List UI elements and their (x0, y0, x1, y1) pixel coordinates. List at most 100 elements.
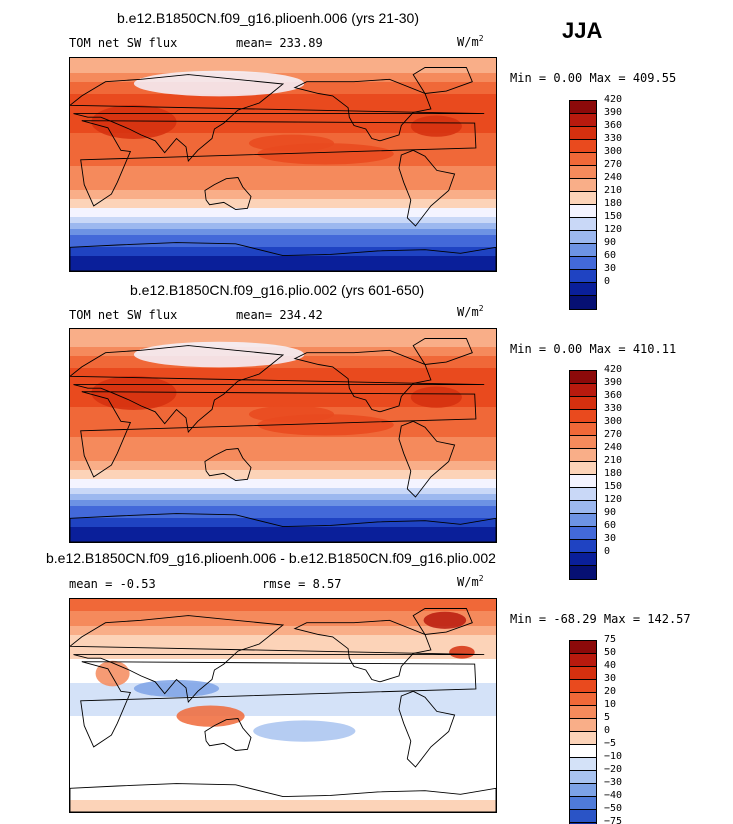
colorbar-cell (570, 257, 596, 270)
field-band (70, 100, 496, 104)
coastline (70, 513, 496, 542)
colorbar-label: 60 (604, 250, 617, 261)
field-band (70, 746, 496, 750)
field-band (70, 338, 496, 342)
colorbar-cell (570, 654, 596, 667)
field-band (70, 190, 496, 194)
field-band (70, 686, 496, 690)
coastline (398, 420, 456, 498)
colorbar-label: −50 (604, 803, 623, 814)
colorbar-label: 0 (604, 276, 611, 287)
field-band (70, 461, 496, 465)
colorbar-cell (570, 244, 596, 257)
colorbar-cell (570, 101, 596, 114)
colorbar-cell (570, 680, 596, 693)
coastline (70, 345, 485, 434)
field-band (70, 169, 496, 173)
field-band (70, 497, 496, 501)
field-band (70, 755, 496, 759)
colorbar-cell (570, 371, 596, 384)
field-band (70, 665, 496, 669)
field-band (70, 509, 496, 513)
colorbar-label: 10 (604, 699, 617, 710)
field-band (70, 476, 496, 480)
field-band (70, 533, 496, 537)
coastline (70, 242, 496, 271)
field-patch (133, 679, 220, 697)
field-band (70, 749, 496, 753)
field-band (70, 332, 496, 336)
colorbar-cell (570, 784, 596, 797)
colorbar-cell (570, 810, 596, 823)
colorbar-label: 330 (604, 133, 623, 144)
colorbar-cell (570, 218, 596, 231)
field-band (70, 220, 496, 224)
colorbar-label: 390 (604, 107, 623, 118)
field-band (70, 647, 496, 651)
field-band (70, 268, 496, 271)
colorbar-label: 390 (604, 377, 623, 388)
panel2-units: W/m2 (457, 304, 484, 319)
field-band (70, 371, 496, 375)
colorbar-label: 420 (604, 364, 623, 375)
field-band (70, 401, 496, 405)
colorbar-label: 90 (604, 237, 617, 248)
panel3-title: b.e12.B1850CN.f09_g16.plioenh.006 - b.e1… (46, 550, 496, 566)
colorbar-cell (570, 423, 596, 436)
field-band (70, 193, 496, 197)
field-band (70, 458, 496, 462)
colorbar-label: 50 (604, 647, 617, 658)
colorbar-cell (570, 449, 596, 462)
field-band (70, 500, 496, 504)
field-band (70, 671, 496, 675)
field-band (70, 205, 496, 209)
field-band (70, 94, 496, 98)
field-band (70, 103, 496, 107)
field-band (70, 374, 496, 378)
colorbar-label: −75 (604, 816, 623, 824)
field-band (70, 238, 496, 242)
field-band (70, 470, 496, 474)
coastline (293, 349, 432, 413)
colorbar-cell (570, 140, 596, 153)
colorbar-cell (570, 488, 596, 501)
field-band (70, 329, 496, 333)
field-band (70, 121, 496, 125)
field-band (70, 389, 496, 393)
colorbar-cell (570, 771, 596, 784)
colorbar-cell (570, 192, 596, 205)
colorbar-cell (570, 296, 596, 309)
panel1-variable-label: TOM net SW flux (69, 36, 178, 50)
colorbar-label: 5 (604, 712, 611, 723)
field-band (70, 485, 496, 489)
field-band (70, 779, 496, 783)
field-patch (91, 104, 177, 139)
field-band (70, 467, 496, 471)
colorbar-label: 270 (604, 429, 623, 440)
field-band (70, 638, 496, 642)
coastline (70, 783, 496, 812)
field-patch (91, 375, 177, 410)
colorbar-label: −10 (604, 751, 623, 762)
field-band (70, 602, 496, 606)
colorbar-cell (570, 797, 596, 810)
field-band (70, 491, 496, 495)
field-patch (253, 720, 356, 742)
field-band (70, 494, 496, 498)
field-band (70, 677, 496, 681)
field-band (70, 806, 496, 810)
field-patch (257, 143, 394, 165)
colorbar-label: −30 (604, 777, 623, 788)
colorbar-label: 300 (604, 146, 623, 157)
field-band (70, 404, 496, 408)
coastline (412, 338, 473, 365)
colorbar-label: 240 (604, 442, 623, 453)
coastline (204, 177, 252, 210)
coastline (412, 67, 473, 94)
field-band (70, 178, 496, 182)
field-band (70, 662, 496, 666)
colorbar-cell (570, 641, 596, 654)
field-band (70, 782, 496, 786)
coastline (80, 120, 477, 207)
